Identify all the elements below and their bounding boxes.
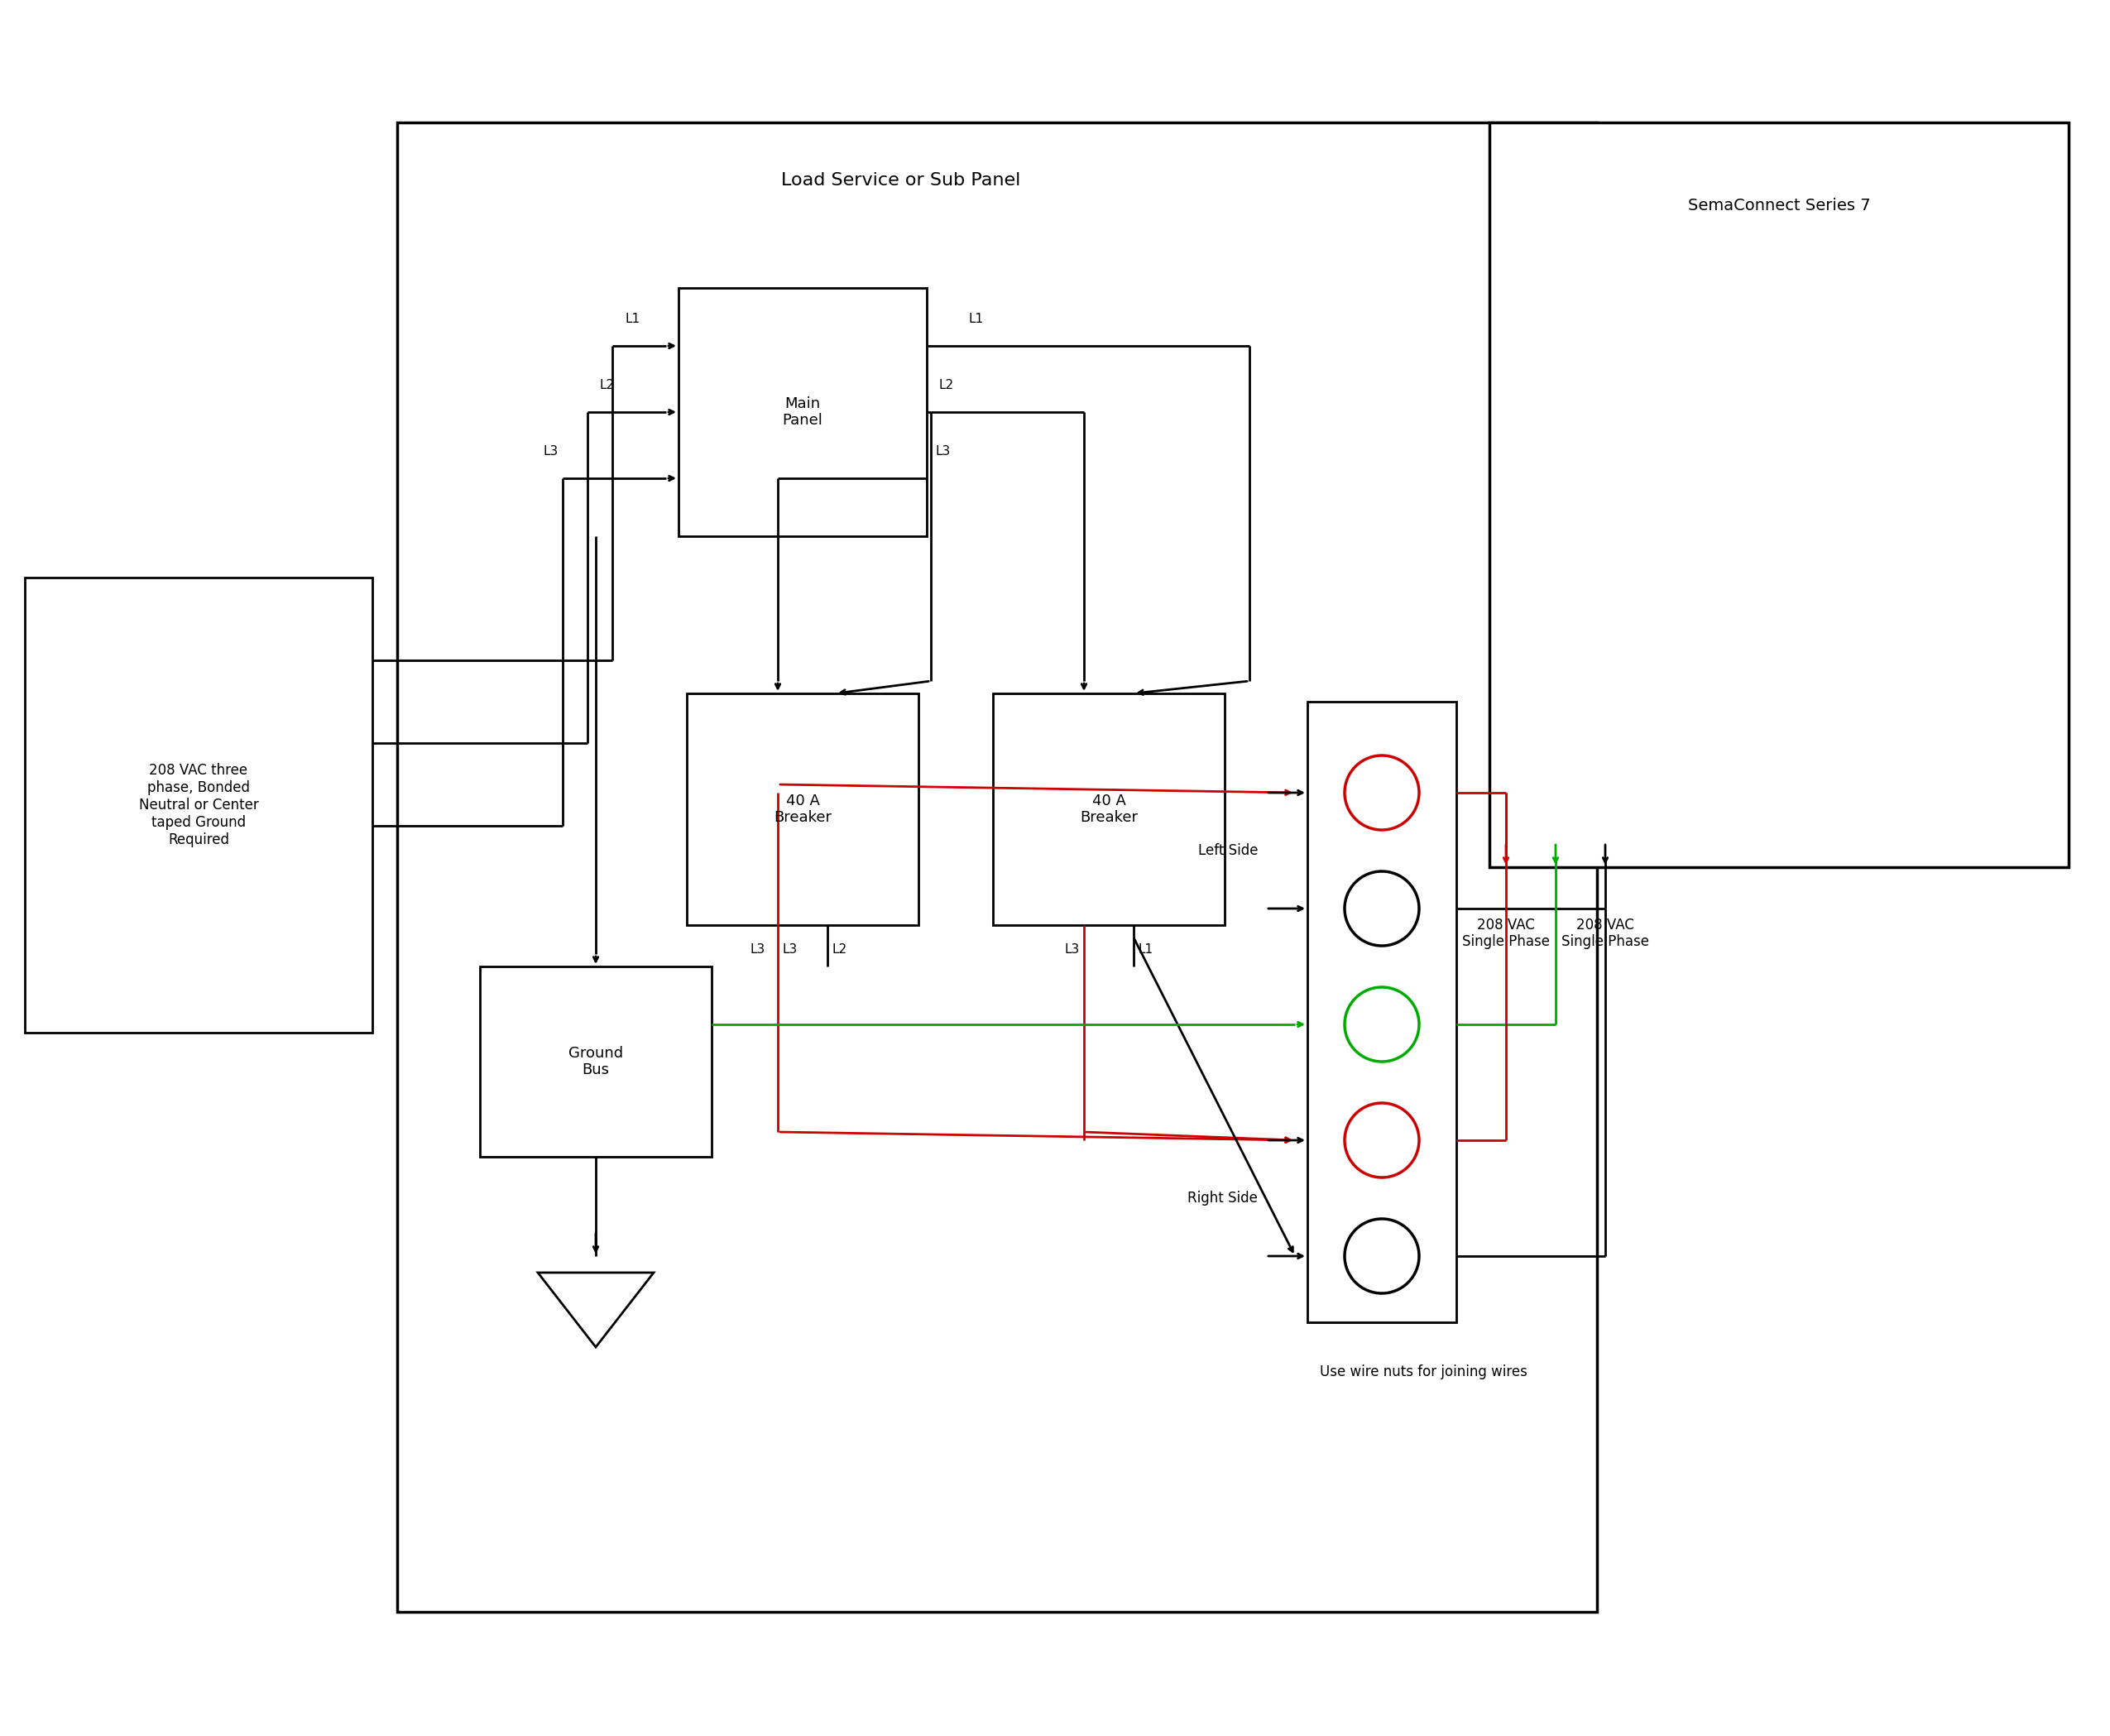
Text: L1: L1 [625, 312, 639, 325]
Text: L2: L2 [831, 944, 846, 957]
Text: L3: L3 [1066, 944, 1080, 957]
Text: 208 VAC
Single Phase: 208 VAC Single Phase [1561, 917, 1650, 950]
Text: L3: L3 [783, 944, 798, 957]
Text: Load Service or Sub Panel: Load Service or Sub Panel [781, 172, 1021, 189]
Text: L3: L3 [935, 444, 949, 458]
Text: L3: L3 [751, 944, 766, 957]
Bar [994, 693, 1224, 925]
Text: Ground
Bus: Ground Bus [568, 1045, 622, 1078]
Bar [479, 967, 711, 1156]
Text: 208 VAC three
phase, Bonded
Neutral or Center
taped Ground
Required: 208 VAC three phase, Bonded Neutral or C… [139, 764, 257, 847]
Bar [397, 123, 1597, 1613]
Bar [25, 578, 371, 1033]
Text: Right Side: Right Side [1188, 1191, 1258, 1205]
Text: Left Side: Left Side [1198, 844, 1258, 858]
Text: L1: L1 [1137, 944, 1152, 957]
Text: 208 VAC
Single Phase: 208 VAC Single Phase [1462, 917, 1551, 950]
Text: 40 A
Breaker: 40 A Breaker [774, 793, 831, 825]
Text: Use wire nuts for joining wires: Use wire nuts for joining wires [1319, 1364, 1528, 1380]
Text: L2: L2 [939, 378, 954, 391]
Text: SemaConnect Series 7: SemaConnect Series 7 [1688, 198, 1869, 214]
Text: L1: L1 [968, 312, 983, 325]
Bar [1308, 701, 1456, 1323]
Bar [679, 288, 926, 536]
Text: L2: L2 [599, 378, 614, 391]
Text: Main
Panel: Main Panel [783, 396, 823, 429]
Text: L3: L3 [544, 444, 559, 458]
Bar [686, 693, 918, 925]
Bar [1490, 123, 2068, 868]
Text: 40 A
Breaker: 40 A Breaker [1080, 793, 1137, 825]
